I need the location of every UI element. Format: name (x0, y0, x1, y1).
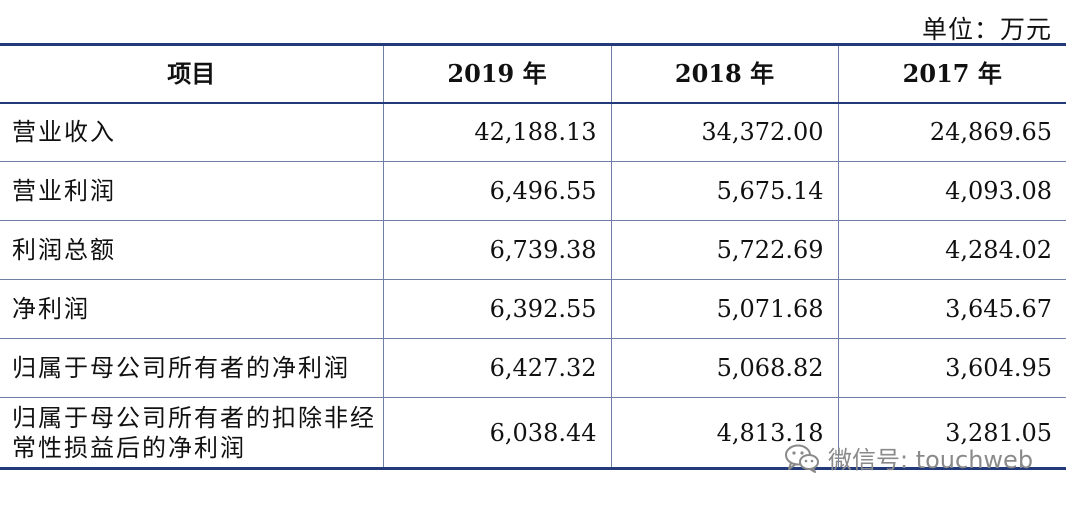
unit-label: 单位：万元 (921, 15, 1052, 44)
value-2017: 4,284.02 (837, 220, 1066, 280)
table-row: 营业利润 6,496.55 5,675.14 4,093.08 (0, 161, 1066, 221)
value-2019: 6,739.38 (382, 220, 612, 280)
header-2017: 2017 年 (837, 43, 1066, 104)
watermark-text: 微信号: touchweb (828, 446, 1034, 474)
value-2019: 6,038.44 (382, 397, 612, 470)
value-2018: 5,722.69 (610, 220, 839, 280)
row-label: 利润总额 (0, 220, 384, 280)
watermark: 微信号: touchweb (784, 440, 1033, 475)
wechat-icon (785, 444, 819, 473)
header-item: 项目 (0, 43, 384, 104)
value-2019: 42,188.13 (382, 102, 612, 162)
value-2017: 3,281.05 (837, 397, 1066, 470)
value-2019: 6,496.55 (382, 161, 612, 221)
header-2019: 2019 年 (382, 43, 612, 104)
value-2017: 24,869.65 (837, 102, 1066, 162)
table-row: 利润总额 6,739.38 5,722.69 4,284.02 (0, 220, 1066, 280)
value-2019: 6,392.55 (382, 279, 612, 339)
table-header-row: 项目 2019 年 2018 年 2017 年 (0, 43, 1066, 104)
financial-table: 项目 2019 年 2018 年 2017 年 营业收入 42,188.13 3… (0, 43, 1066, 470)
header-2018: 2018 年 (610, 43, 839, 104)
value-2018: 5,068.82 (610, 338, 839, 398)
value-2018: 34,372.00 (610, 102, 839, 162)
row-label: 归属于母公司所有者的净利润 (0, 338, 384, 398)
value-2017: 3,604.95 (837, 338, 1066, 398)
row-label: 营业收入 (0, 102, 384, 162)
table-row: 净利润 6,392.55 5,071.68 3,645.67 (0, 279, 1066, 339)
row-label: 净利润 (0, 279, 384, 339)
value-2018: 5,675.14 (610, 161, 839, 221)
value-2019: 6,427.32 (382, 338, 612, 398)
value-2017: 4,093.08 (837, 161, 1066, 221)
table-row: 营业收入 42,188.13 34,372.00 24,869.65 (0, 102, 1066, 162)
table-row: 归属于母公司所有者的扣除非经常性损益后的净利润 6,038.44 4,813.1… (0, 397, 1066, 470)
value-2017: 3,645.67 (837, 279, 1066, 339)
table-row: 归属于母公司所有者的净利润 6,427.32 5,068.82 3,604.95 (0, 338, 1066, 398)
row-label: 归属于母公司所有者的扣除非经常性损益后的净利润 (0, 397, 384, 470)
row-label: 营业利润 (0, 161, 384, 221)
value-2018: 5,071.68 (610, 279, 839, 339)
